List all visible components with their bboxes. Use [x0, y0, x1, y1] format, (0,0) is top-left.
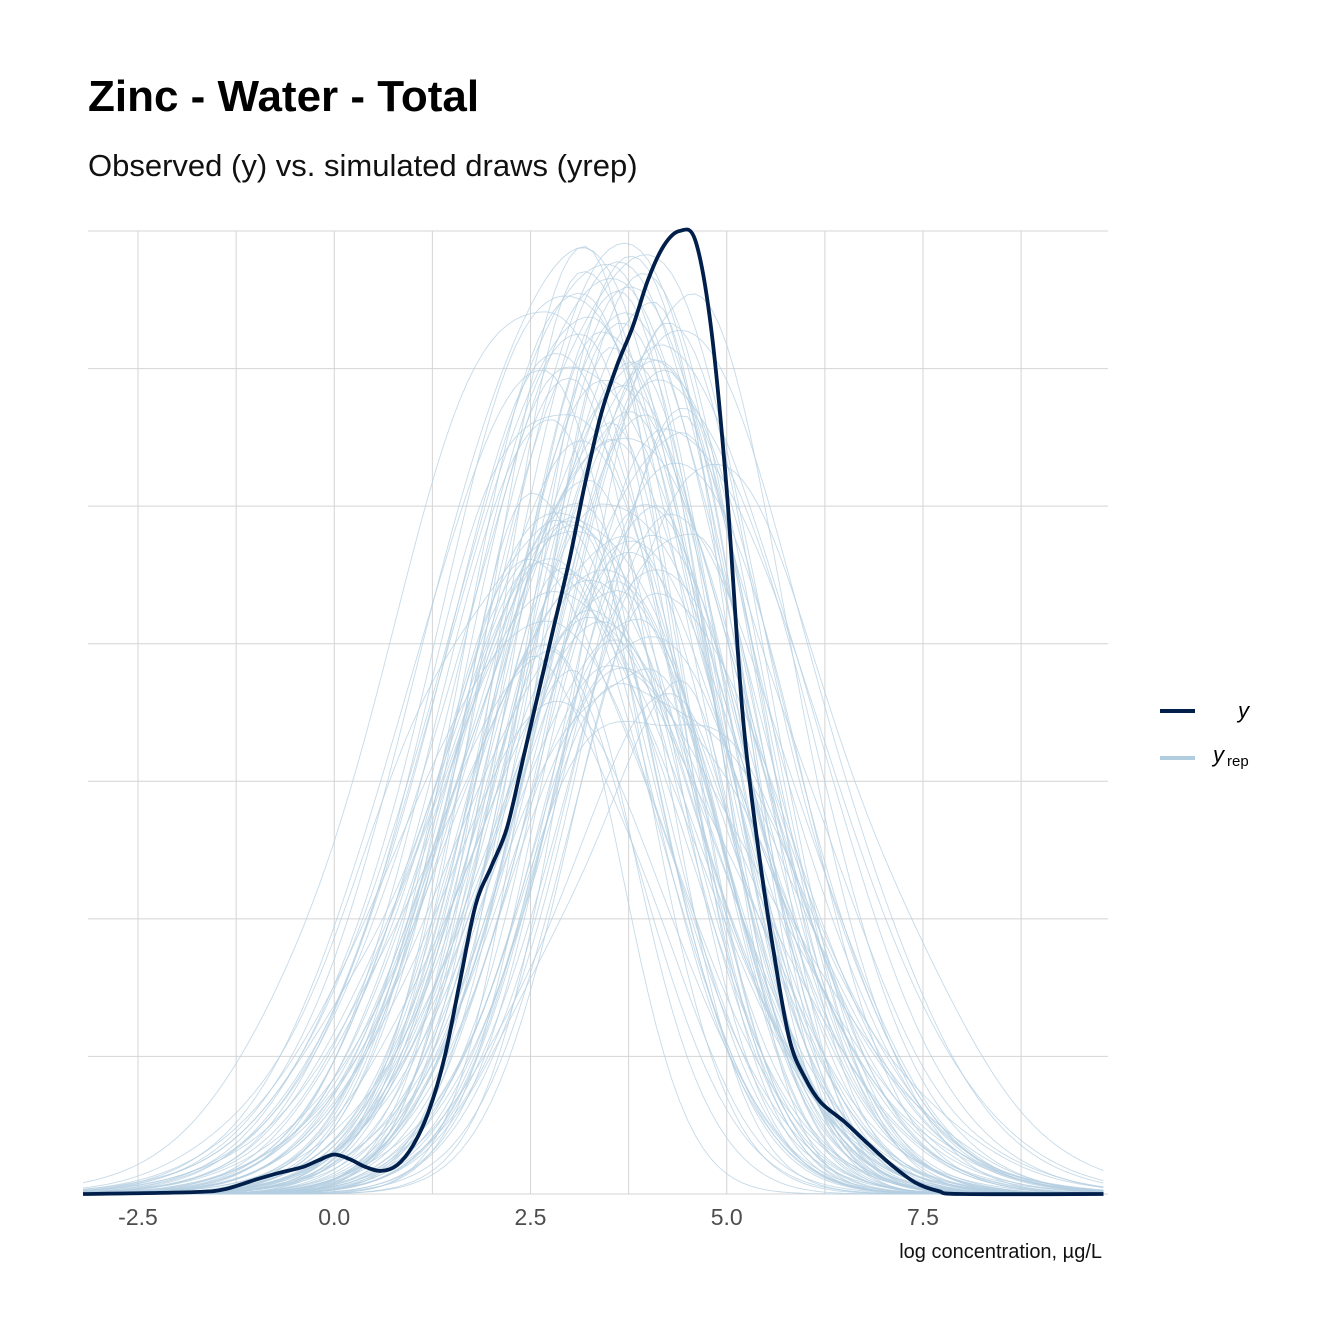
x-tick-label: 2.5 [515, 1204, 547, 1230]
yrep-line [83, 504, 1104, 1195]
yrep-line [83, 261, 1104, 1195]
yrep-line [82, 519, 1104, 1195]
legend-label-yrep: y rep [1211, 742, 1249, 770]
yrep-line [83, 366, 1104, 1195]
legend: y y rep [1160, 698, 1251, 770]
yrep-line [83, 636, 1104, 1195]
yrep-line [82, 263, 1104, 1195]
legend-label-yrep-sub: rep [1227, 753, 1249, 770]
yrep-line [82, 524, 1104, 1195]
yrep-line [82, 278, 1104, 1195]
legend-label-yrep-main: y [1211, 742, 1226, 767]
yrep-line [82, 384, 1104, 1194]
legend-label-y: y [1236, 698, 1251, 723]
yrep-line [83, 431, 1104, 1195]
yrep-line [82, 590, 1104, 1195]
chart-title: Zinc - Water - Total [88, 72, 480, 121]
x-axis-ticks: -2.5 0.0 2.5 5.0 7.5 [118, 1204, 939, 1230]
x-tick-label: -2.5 [118, 1204, 158, 1230]
x-axis-title: log concentration, µg/L [899, 1241, 1102, 1263]
y-line [82, 227, 1104, 1197]
yrep-line [82, 295, 1104, 1195]
x-tick-label: 5.0 [711, 1204, 743, 1230]
yrep-line [83, 609, 1104, 1195]
yrep-line [83, 329, 1104, 1195]
y-series [82, 227, 1104, 1197]
yrep-line [83, 293, 1104, 1195]
chart-subtitle: Observed (y) vs. simulated draws (yrep) [88, 148, 638, 183]
x-tick-label: 7.5 [907, 1204, 939, 1230]
grid [88, 230, 1108, 1195]
x-tick-label: 0.0 [318, 1204, 350, 1230]
yrep-line [83, 552, 1104, 1195]
